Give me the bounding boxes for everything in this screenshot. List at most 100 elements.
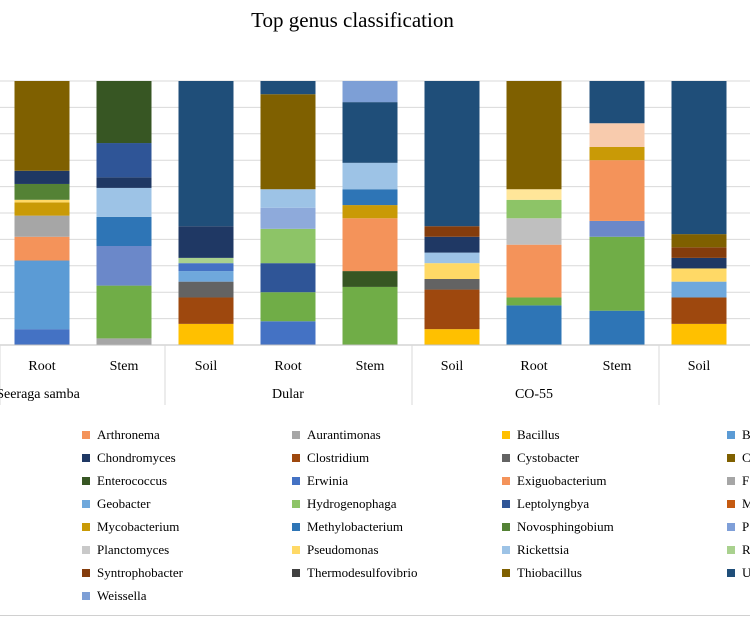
legend-item: Aurantimonas [292,427,381,443]
bar-segment [178,226,234,258]
legend-swatch [292,569,300,577]
legend-label: Exiguobacterium [517,473,607,488]
legend-label: Hydrogenophaga [307,496,397,511]
bar-segment [96,338,152,345]
bar-segment [424,279,480,290]
legend-item: Bacillus [502,427,560,443]
legend-swatch [502,569,510,577]
bar-segment [424,252,480,264]
bar-segment [260,189,316,208]
bar-segment [14,81,70,171]
legend-swatch [292,431,300,439]
legend-item: Methylobacterium [292,519,403,535]
legend-label: Chondromyces [97,450,176,465]
legend-item: M [727,496,750,512]
bar-segment [506,189,562,200]
bar-segment [671,323,727,345]
legend-swatch [82,569,90,577]
bar-segment [14,236,70,261]
legend-label: U [742,565,750,580]
legend-swatch [502,431,510,439]
bar-segment [14,215,70,237]
legend-label: Thermodesulfovibrio [307,565,418,580]
legend-label: Rickettsia [517,542,569,557]
legend-item: Pseudomonas [292,542,379,558]
x-tick-label: Root [520,359,547,374]
legend-item: Cystobacter [502,450,579,466]
legend-swatch [727,546,735,554]
legend-swatch [502,523,510,531]
bar-segment [96,177,152,188]
legend-item: Weissella [82,588,147,604]
legend-swatch [727,477,735,485]
bar-segment [589,160,645,221]
bar-segment [506,305,562,345]
bar-segment [342,162,398,190]
bar-segment [342,271,398,287]
legend-item: Mycobacterium [82,519,179,535]
legend-label: Geobacter [97,496,151,511]
legend-item: Rickettsia [502,542,569,558]
x-tick-label: Soil [195,359,218,374]
bar-segment [96,143,152,178]
bar-segment [260,321,316,345]
bar-segment [96,187,152,217]
bar-segment [96,285,152,339]
bar-segment [260,94,316,190]
legend-swatch [727,500,735,508]
x-tick-label: Root [274,359,301,374]
legend-swatch [82,523,90,531]
bar-segment [342,102,398,163]
bar-segment [506,81,562,190]
x-tick-label: Stem [110,359,139,374]
bar-segment [424,226,480,237]
legend-swatch [292,477,300,485]
legend-label: Bacillus [517,427,560,442]
legend-label: Weissella [97,588,147,603]
bar-segment [671,234,727,248]
legend-swatch [292,523,300,531]
legend-label: Syntrophobacter [97,565,183,580]
legend-swatch [292,454,300,462]
bar-segment [96,216,152,246]
bar-segment [589,310,645,345]
legend-item: Chondromyces [82,450,176,466]
bar-segment [178,281,234,298]
legend-item: Leptolyngbya [502,496,589,512]
bar-segment [506,218,562,245]
bar-segment [14,202,70,216]
legend-item: U [727,565,750,581]
legend-swatch [82,477,90,485]
legend-label: Planctomyces [97,542,170,557]
legend-item: R [727,542,750,558]
legend-swatch [502,477,510,485]
bar-segment [671,247,727,258]
bar-segment [96,81,152,144]
legend-label: B [742,427,750,442]
legend-item: Syntrophobacter [82,565,183,581]
legend-item: Novosphingobium [502,519,614,535]
legend-item: C [727,450,750,466]
legend-swatch [82,546,90,554]
legend-item: Clostridium [292,450,369,466]
chart-title: Top genus classification [251,8,454,32]
bar-segment [178,323,234,345]
bar-segment [178,271,234,282]
bar-segment [260,292,316,322]
legend-label: Novosphingobium [517,519,614,534]
bar-segment [14,329,70,345]
x-tick-label: Soil [441,359,464,374]
bar-segment [506,199,562,219]
legend-item: Planctomyces [82,542,169,558]
bar-segment [589,81,645,124]
plot-area: Root Stem Soil Root Stem Soil Root Stem Soil Seer… [0,80,750,405]
legend-label: Leptolyngbya [517,496,590,511]
legend-label: C [742,450,750,465]
bar-segment [178,263,234,272]
legend-label: Enterococcus [97,473,168,488]
x-tick-label: Stem [603,359,632,374]
bar-segment [424,81,480,227]
bar-segment [342,286,398,345]
legend-item: B [727,427,750,443]
